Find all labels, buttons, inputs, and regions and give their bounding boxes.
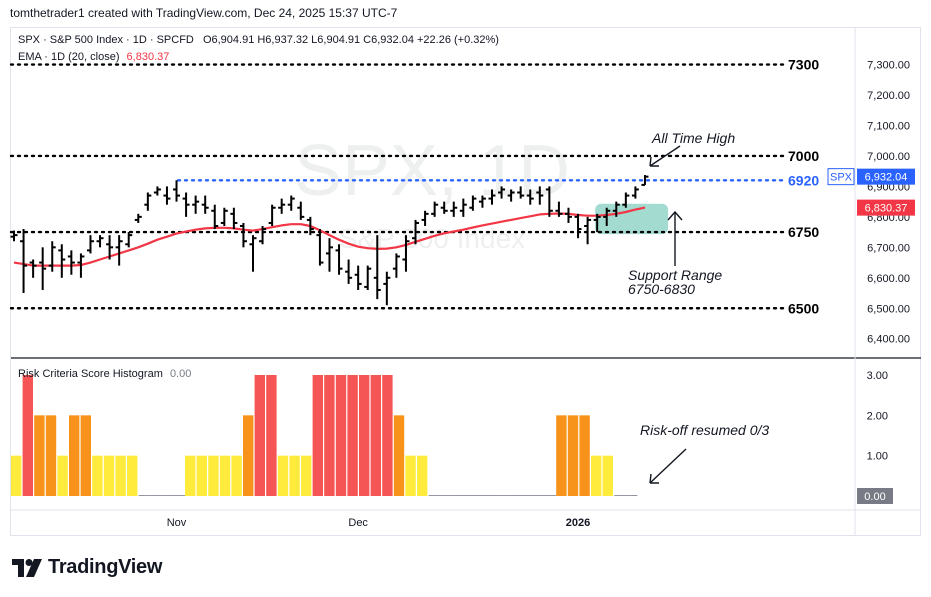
histogram-bar: [231, 455, 242, 496]
histogram-bar: [301, 455, 312, 496]
histogram-bar: [591, 455, 602, 496]
histogram-bar: [185, 455, 196, 496]
histogram-value: 0.00: [169, 368, 192, 380]
histogram-bar: [80, 415, 91, 496]
tradingview-wordmark: TradingView: [48, 556, 163, 578]
tradingview-logo-icon: [12, 558, 42, 577]
level-label-7300: 7300: [788, 57, 819, 73]
histogram-bar: [11, 455, 22, 496]
price-label-box: [857, 168, 915, 185]
histogram-bar: [277, 455, 289, 496]
histogram-bar: [312, 375, 323, 496]
histogram-bar: [208, 455, 219, 496]
price-tick-label: 7,300.00: [867, 60, 910, 72]
price-tick-label: 7,000.00: [867, 151, 910, 163]
symbol-tag-box: [827, 168, 855, 186]
price-tick-label: 6,400.00: [867, 334, 910, 346]
histogram-bar: [405, 455, 416, 496]
price-label-value: 6,932.04: [865, 172, 908, 184]
histogram-bar: [289, 455, 300, 496]
histogram-bar: [103, 455, 115, 496]
time-axis-label: 2026: [566, 517, 590, 529]
histogram-label: Risk Criteria Score Histogram: [18, 368, 163, 380]
chart-credit: tomthetrader1 created with TradingView.c…: [10, 6, 398, 20]
price-tick-label: 7,200.00: [867, 90, 910, 102]
histogram-bar: [567, 415, 579, 496]
histogram-bar: [359, 375, 370, 496]
level-label-6500: 6500: [788, 300, 819, 316]
symbol-legend[interactable]: SPX · S&P 500 Index · 1D · SPCFD O6,904.…: [18, 34, 499, 46]
time-axis-label: Nov: [167, 517, 187, 529]
histogram-tick-label: 3.00: [867, 370, 888, 382]
annotation-arrow-risk-head: [649, 473, 659, 484]
price-tick-label: 7,100.00: [867, 120, 910, 132]
histogram-bar: [370, 375, 381, 496]
histogram-bar: [196, 455, 207, 496]
histogram-bar: [57, 455, 68, 496]
histogram-bar: [556, 415, 567, 496]
annotation-arrow-ath: [649, 145, 681, 167]
ohlc-values: O6,904.91 H6,937.32 L6,904.91 C6,932.04 …: [202, 34, 499, 46]
histogram-bar: [243, 415, 254, 496]
price-tick-label: 6,500.00: [867, 303, 910, 315]
time-axis-label: Dec: [348, 517, 368, 529]
histogram-tick-label: 1.00: [867, 451, 888, 463]
histogram-bar: [92, 455, 103, 496]
price-tick-label: 6,700.00: [867, 242, 910, 254]
level-label-6920: 6920: [788, 172, 819, 188]
annotation-support-range-values: 6750-6830: [628, 281, 695, 297]
histogram-bar: [127, 455, 138, 496]
annotation-risk-off: Risk-off resumed 0/3: [640, 422, 769, 438]
ema-legend[interactable]: EMA · 1D (20, close) 6,830.37: [18, 51, 169, 63]
histogram-bar: [266, 375, 277, 496]
histogram-bar: [69, 415, 80, 496]
chart-frame: [10, 27, 921, 536]
histogram-bar: [34, 415, 45, 496]
level-label-7000: 7000: [788, 148, 819, 164]
histogram-bar: [22, 375, 33, 496]
histogram-legend[interactable]: Risk Criteria Score Histogram 0.00: [18, 368, 191, 380]
histogram-current-box: [857, 488, 893, 504]
ema-value: 6,830.37: [126, 51, 170, 63]
symbol-line: SPX · S&P 500 Index · 1D · SPCFD: [18, 34, 194, 46]
tradingview-logo[interactable]: TradingView: [12, 556, 162, 579]
ema-label: EMA · 1D (20, close): [18, 51, 120, 63]
annotation-arrow-support-head: [667, 210, 683, 221]
histogram-current-value: 0.00: [864, 491, 885, 503]
watermark-name: S&P 500 Index: [339, 223, 525, 254]
histogram-bar: [382, 375, 393, 496]
price-label-value: 6,830.37: [865, 203, 908, 215]
annotation-arrow-ath-head: [649, 156, 659, 167]
histogram-bar: [45, 415, 57, 496]
annotation-support-range: Support Range: [628, 267, 722, 283]
histogram-bar: [347, 375, 358, 496]
histogram-bar: [579, 415, 590, 496]
histogram-tick-label: 2.00: [867, 410, 888, 422]
histogram-bar: [324, 375, 335, 496]
histogram-bar: [417, 455, 428, 496]
annotation-arrow-risk: [649, 448, 687, 484]
annotation-all-time-high: All Time High: [651, 130, 735, 146]
histogram-bar: [335, 375, 347, 496]
histogram-bar: [115, 455, 126, 496]
histogram-bar: [393, 415, 405, 496]
price-tick-label: 6,600.00: [867, 273, 910, 285]
histogram-bar: [602, 455, 613, 496]
price-label-box: [857, 199, 915, 216]
histogram-bar: [219, 455, 231, 496]
histogram-bar: [254, 375, 265, 496]
level-label-6750: 6750: [788, 224, 819, 240]
symbol-tag: SPX: [830, 172, 853, 184]
watermark-symbol: SPX, 1D: [294, 131, 570, 211]
